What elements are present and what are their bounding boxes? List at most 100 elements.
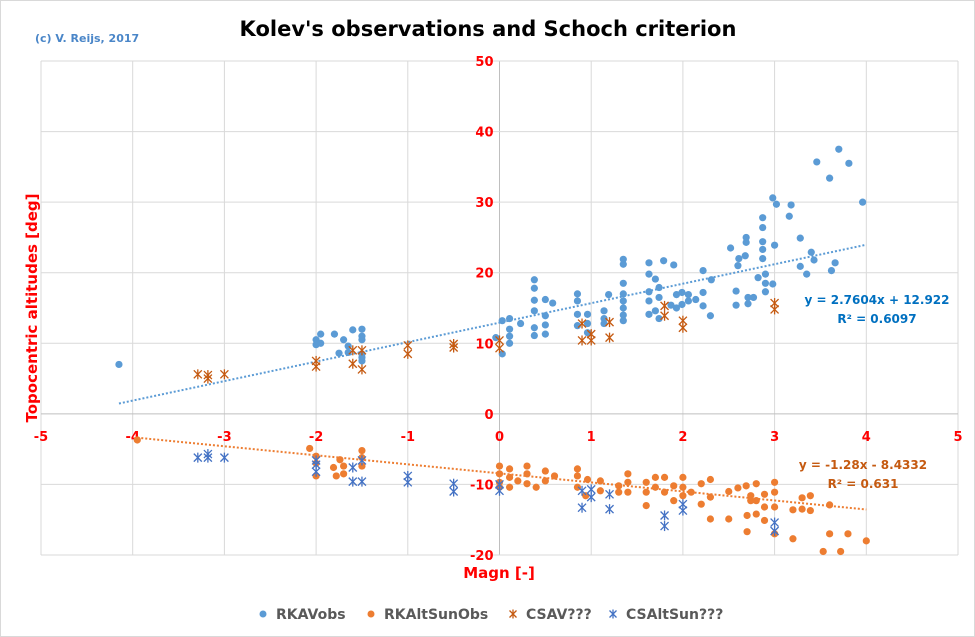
data-point [549,299,557,307]
data-point [619,260,627,268]
data-point [752,510,760,518]
data-point [573,290,582,298]
data-point [600,314,608,323]
data-point [357,476,367,487]
data-point [697,500,705,508]
data-point [495,470,504,478]
y-tick-label: 10 [475,337,493,352]
data-point [770,304,780,315]
data-point [344,348,352,357]
data-point [645,270,653,278]
legend-item: RKAltSunObs [367,607,488,623]
data-point [796,234,804,242]
data-point [651,275,659,283]
data-point [583,475,592,484]
x-tick-label: 1 [587,430,596,445]
data-point [505,314,514,323]
data-point [358,325,366,333]
data-point [523,470,531,478]
data-point [706,515,715,523]
data-point [826,530,834,538]
series-rkaltsunobs [133,436,870,556]
data-point [678,300,686,309]
data-point [699,266,707,275]
data-point [335,349,343,357]
trendline-equation-rkavobs: y = 2.7604x + 12.922 [805,293,950,307]
y-tick-label: -20 [470,549,494,564]
data-point [660,257,668,265]
data-point [583,329,592,337]
data-point [577,485,587,496]
legend-marker [609,609,617,619]
legend-label: RKAltSunObs [384,607,488,623]
data-point [699,302,707,310]
data-point [810,256,818,264]
data-point [219,369,229,380]
data-point [449,342,459,353]
data-point [219,452,229,463]
data-point [340,470,348,478]
y-tick-label: 50 [475,55,493,70]
data-point [798,505,806,513]
data-point [837,547,845,556]
data-point [732,287,740,295]
data-point [600,307,608,315]
data-point [357,345,367,356]
data-point [744,293,752,302]
data-point [541,477,549,485]
data-point [505,339,514,347]
data-point [760,516,769,525]
x-tick-label: 2 [678,430,687,445]
data-point [672,290,681,299]
data-point [505,473,514,481]
data-point [744,300,752,308]
data-point [771,478,779,486]
legend-item: CSAV??? [509,607,592,623]
data-point [759,238,767,246]
data-point [771,503,779,511]
data-point [615,482,623,490]
data-point [605,317,614,328]
data-point [747,497,755,505]
data-point [770,526,780,537]
data-point [605,290,613,299]
data-point [679,492,687,500]
trendlines [118,243,867,511]
data-point [577,335,587,346]
x-tick-label: 3 [770,430,779,445]
data-point [655,293,663,302]
data-point [660,510,670,521]
series-csav [193,298,780,384]
data-point [759,245,767,254]
series-rkavobs [115,145,867,369]
data-point [759,214,767,222]
data-point [660,488,669,496]
data-point [749,293,758,302]
data-point [743,511,751,520]
data-point [785,212,793,220]
data-point [725,515,733,523]
data-point [771,488,779,496]
data-point [789,535,797,543]
data-point [667,301,675,309]
data-point [541,467,549,475]
data-point [329,463,338,472]
data-point [706,475,715,484]
data-point [530,284,538,292]
data-point [530,307,538,315]
data-point [806,506,814,515]
trendline-equation-rkaltsunobs: y = -1.28x - 8.4332 [799,458,927,472]
data-point [845,159,853,167]
data-point [741,252,749,260]
y-tick-label: 40 [475,126,493,141]
data-point [734,484,742,492]
data-point [605,489,614,500]
data-point [586,335,596,346]
data-point [516,319,525,328]
data-point [340,336,348,344]
data-point [358,336,366,344]
x-tick-label: -2 [309,430,323,445]
data-point [336,456,344,464]
data-point [583,310,592,318]
data-point [505,483,514,491]
